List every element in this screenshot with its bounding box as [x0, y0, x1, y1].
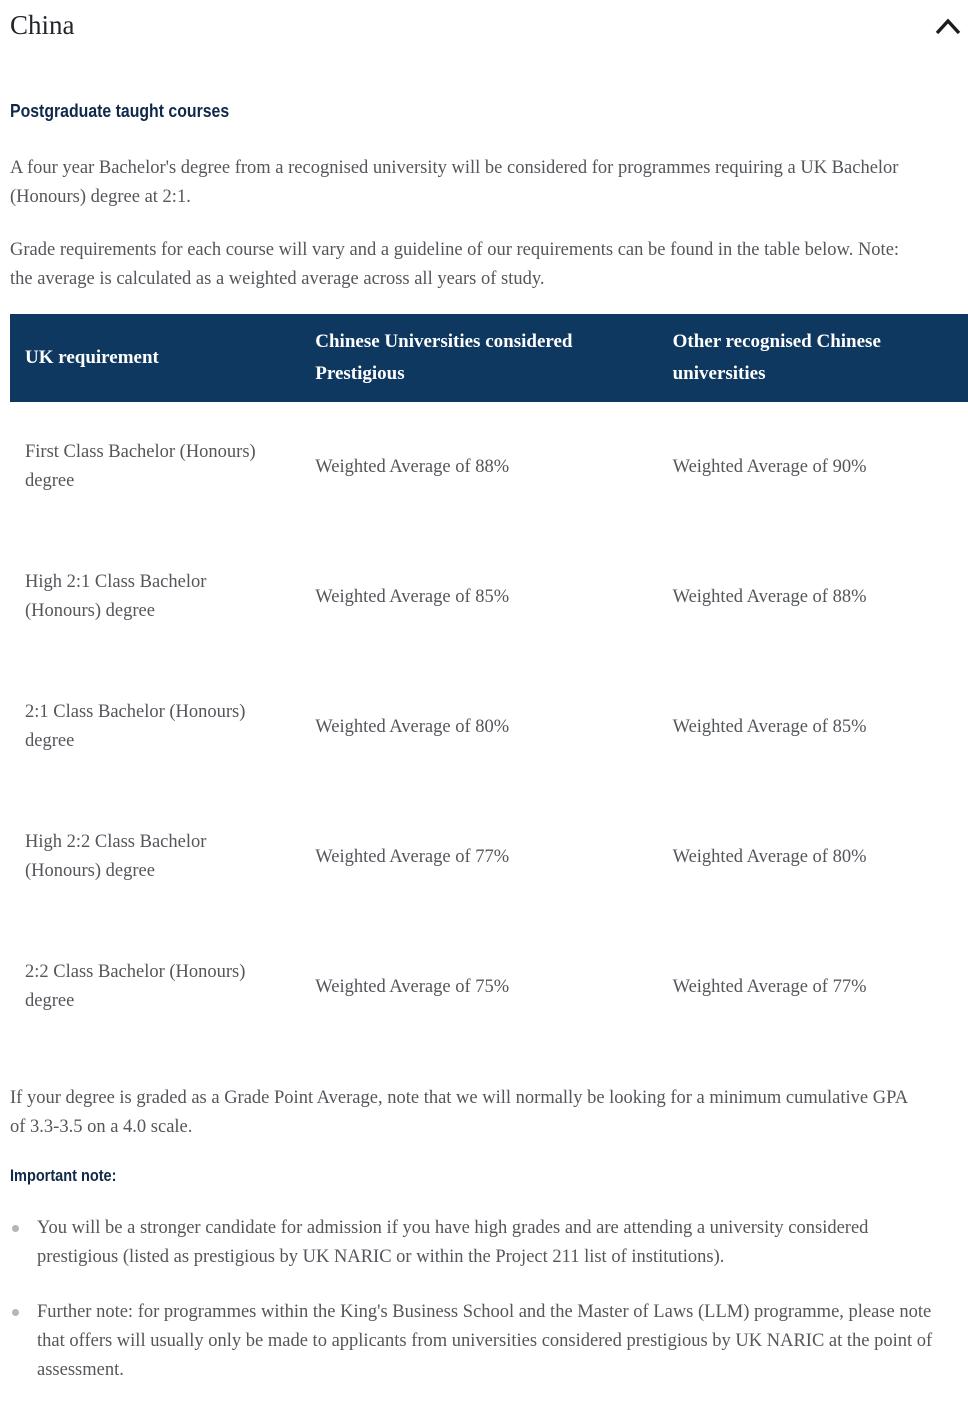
section-title: China: [10, 10, 75, 40]
important-notes-list: You will be a stronger candidate for adm…: [10, 1214, 968, 1385]
gpa-note-paragraph: If your degree is graded as a Grade Poin…: [10, 1088, 908, 1137]
table-row: High 2:2 Class Bachelor (Honours) degree…: [10, 792, 968, 922]
accordion-header-china[interactable]: China: [10, 10, 968, 40]
other-cell: Weighted Average of 85%: [657, 662, 968, 792]
column-header-uk-requirement: UK requirement: [10, 314, 301, 402]
table-row: First Class Bachelor (Honours) degree We…: [10, 402, 968, 532]
requirement-cell: 2:2 Class Bachelor (Honours) degree: [10, 922, 301, 1052]
requirement-cell: 2:1 Class Bachelor (Honours) degree: [10, 662, 301, 792]
bullet-icon: [12, 1225, 19, 1232]
list-item-text: You will be a stronger candidate for adm…: [37, 1218, 869, 1267]
list-item: You will be a stronger candidate for adm…: [10, 1214, 952, 1272]
table-row: High 2:1 Class Bachelor (Honours) degree…: [10, 532, 968, 662]
prestigious-cell: Weighted Average of 80%: [300, 662, 658, 792]
table-header-row: UK requirement Chinese Universities cons…: [10, 314, 968, 402]
requirements-table: UK requirement Chinese Universities cons…: [10, 314, 968, 1052]
prestigious-cell: Weighted Average of 85%: [300, 532, 658, 662]
prestigious-cell: Weighted Average of 77%: [300, 792, 658, 922]
requirement-cell: High 2:1 Class Bachelor (Honours) degree: [10, 532, 301, 662]
chevron-up-icon[interactable]: [934, 16, 962, 38]
other-cell: Weighted Average of 80%: [657, 792, 968, 922]
grade-requirements-paragraph: Grade requirements for each course will …: [10, 240, 900, 289]
column-header-other: Other recognised Chinese universities: [657, 314, 968, 402]
prestigious-cell: Weighted Average of 75%: [300, 922, 658, 1052]
list-item-text: Further note: for programmes within the …: [37, 1302, 933, 1380]
prestigious-cell: Weighted Average of 88%: [300, 402, 658, 532]
table-row: 2:2 Class Bachelor (Honours) degree Weig…: [10, 922, 968, 1052]
bullet-icon: [12, 1309, 19, 1316]
requirement-cell: First Class Bachelor (Honours) degree: [10, 402, 301, 532]
intro-paragraph: A four year Bachelor's degree from a rec…: [10, 158, 899, 207]
other-cell: Weighted Average of 88%: [657, 532, 968, 662]
other-cell: Weighted Average of 90%: [657, 402, 968, 532]
other-cell: Weighted Average of 77%: [657, 922, 968, 1052]
postgraduate-taught-courses-heading: Postgraduate taught courses: [10, 101, 230, 121]
important-note-heading: Important note:: [10, 1167, 117, 1185]
column-header-prestigious: Chinese Universities considered Prestigi…: [300, 314, 658, 402]
list-item: Further note: for programmes within the …: [10, 1298, 952, 1385]
requirement-cell: High 2:2 Class Bachelor (Honours) degree: [10, 792, 301, 922]
table-row: 2:1 Class Bachelor (Honours) degree Weig…: [10, 662, 968, 792]
